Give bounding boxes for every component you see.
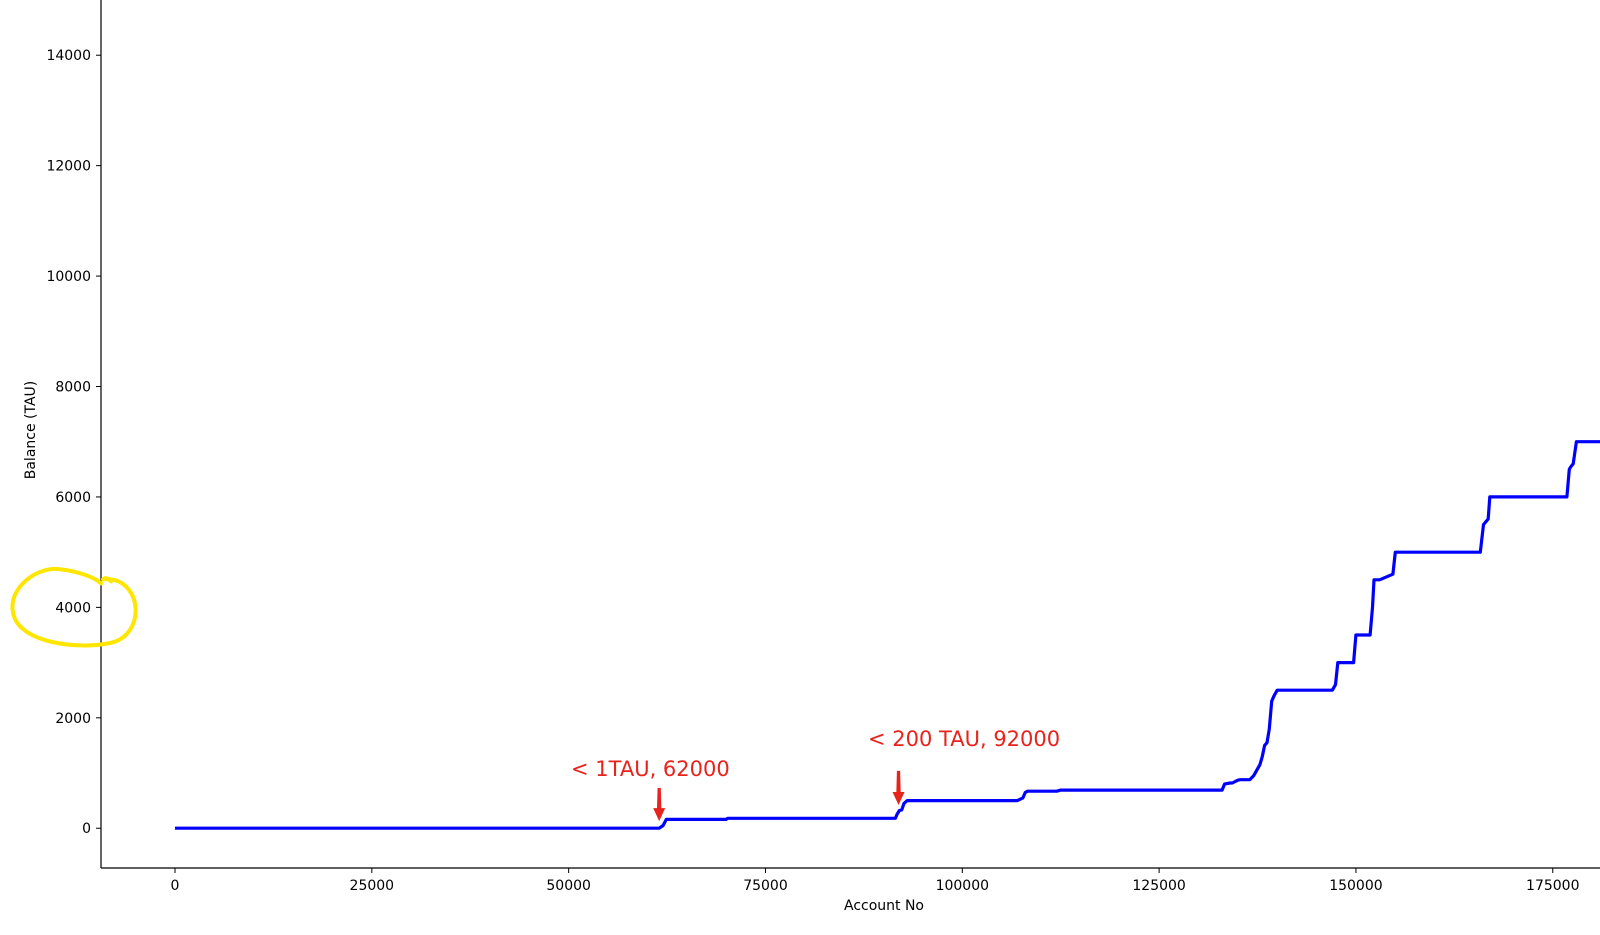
annotation-arrow-shaft — [896, 770, 901, 794]
x-tick-label: 150000 — [1329, 878, 1382, 894]
highlight-layer — [10, 566, 138, 648]
x-axis-label: Account No — [844, 898, 924, 914]
x-tick-label: 125000 — [1132, 878, 1185, 894]
annotation-label: < 200 TAU, 92000 — [868, 727, 1060, 751]
x-tick-label: 0 — [171, 878, 180, 894]
y-tick-label: 8000 — [55, 380, 91, 396]
x-tick-label: 25000 — [350, 878, 395, 894]
y-tick-label: 12000 — [46, 159, 91, 175]
series-line — [175, 440, 1600, 830]
x-tick-label: 100000 — [936, 878, 989, 894]
x-tick-label: 75000 — [743, 878, 788, 894]
y-tick-label: 2000 — [55, 711, 91, 727]
y-axis-ticks: 0 2000 4000 6000 8000 10000 12000 14000 — [46, 48, 101, 837]
annotation-arrow-head — [653, 808, 666, 822]
annotation-arrow-head — [892, 792, 905, 806]
series-layer — [175, 440, 1600, 830]
y-axis-label: Balance (TAU) — [23, 381, 39, 480]
y-tick-label: 10000 — [46, 269, 91, 285]
axes-frame — [100, 0, 1600, 869]
annotation-label: < 1TAU, 62000 — [571, 757, 730, 781]
x-tick-label: 175000 — [1526, 878, 1579, 894]
y-tick-label: 14000 — [46, 48, 91, 64]
x-tick-label: 50000 — [546, 878, 591, 894]
y-tick-label: 4000 — [55, 600, 91, 616]
x-axis-ticks: 0 25000 50000 75000 100000 125000 150000 175000 — [171, 868, 1579, 894]
annotations-layer: < 1TAU, 62000 < 200 TAU, 92000 — [571, 727, 1060, 822]
y-tick-label: 6000 — [55, 490, 91, 506]
annotation-arrow-shaft — [656, 787, 662, 810]
highlight-circle — [10, 566, 138, 648]
y-tick-label: 0 — [82, 821, 91, 837]
